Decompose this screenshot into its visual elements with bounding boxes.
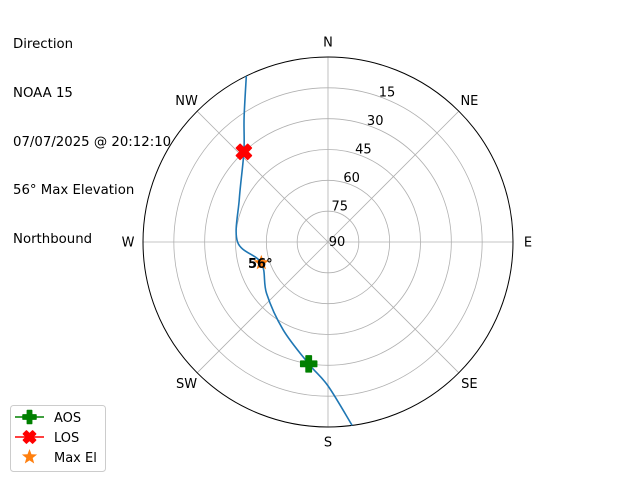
theta-tick-label: SW [176,377,197,392]
title-line: 07/07/2025 @ 20:12:10 [13,134,172,150]
radial-tick-label: 60 [343,171,360,186]
title-line: 56° Max Elevation [13,183,135,199]
legend-max-el-icon [21,449,38,464]
radial-tick-label: 45 [355,143,372,158]
radial-tick-label: 75 [332,200,349,215]
max-elevation-label: 56° [248,257,273,272]
legend-label: AOS [54,411,81,426]
chart-title: Direction NOAA 15 07/07/2025 @ 20:12:10 … [13,5,171,280]
theta-tick-label: W [122,236,135,251]
radial-tick-label: 90 [329,235,346,250]
radial-tick-label: 30 [367,114,384,129]
grid-spoke [327,110,460,243]
theta-tick-label: NE [460,94,478,109]
title-line: NOAA 15 [13,86,73,102]
grid-spoke [327,241,460,374]
legend-label: LOS [54,431,79,446]
aos-marker [299,355,318,373]
theta-tick-label: NW [175,94,198,109]
legend-label: Max El [54,451,97,466]
legend-aos-icon [22,409,37,425]
radial-tick-label: 15 [379,86,396,101]
legend: AOS LOS Max El [10,405,106,472]
max-el-marker [253,254,269,270]
title-line: Northbound [13,231,93,247]
theta-tick-label: N [323,36,333,51]
los-marker-shape [235,143,253,161]
legend-los-icon-shape [22,430,37,444]
theta-tick-label: E [524,236,532,251]
legend-los-icon [22,430,37,444]
theta-tick-label: SE [461,377,477,392]
grid-spoke [196,110,329,243]
outer-circle [142,56,514,428]
los-marker [235,143,253,161]
satellite-track [235,75,353,426]
title-line: Direction [13,37,74,53]
grid-spoke [196,241,329,374]
theta-tick-label: S [324,436,332,451]
